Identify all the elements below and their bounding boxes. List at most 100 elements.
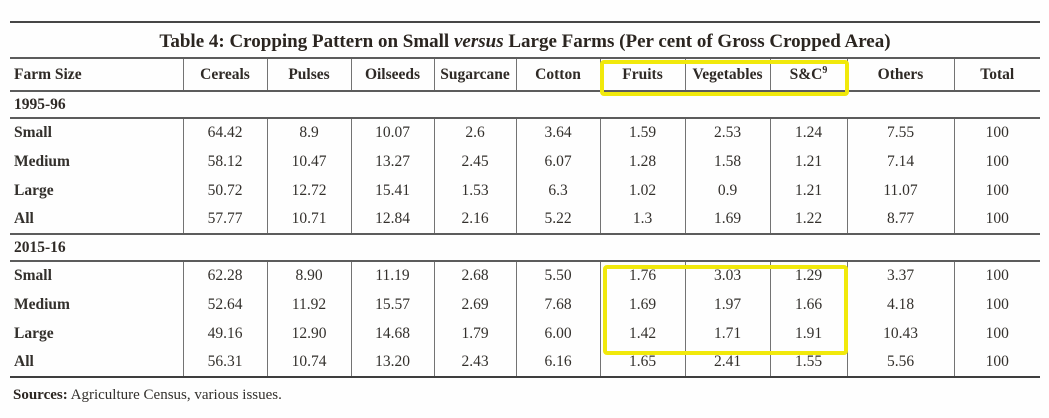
cell-cotton: 6.16 (515, 348, 600, 378)
cell-pulses: 11.92 (266, 290, 351, 319)
cell-others: 10.43 (846, 319, 954, 348)
cell-fruits: 1.65 (599, 348, 685, 378)
cell-cereals: 57.77 (182, 205, 267, 235)
cell-sc: 1.24 (769, 118, 847, 147)
cell-sc: 1.22 (769, 205, 847, 235)
cell-oilseeds: 13.20 (350, 348, 434, 378)
cell-cotton: 5.22 (515, 205, 600, 235)
row-1995-medium: Medium 58.12 10.47 13.27 2.45 6.07 1.28 … (10, 147, 1040, 176)
cell-oilseeds: 11.19 (350, 261, 434, 290)
cell-fruits: 1.42 (599, 319, 685, 348)
cell-sc: 1.91 (769, 319, 847, 348)
col-header-cereals: Cereals (182, 57, 267, 92)
cell-fruits: 1.69 (599, 290, 685, 319)
row-2015-all: All 56.31 10.74 13.20 2.43 6.16 1.65 2.4… (10, 348, 1040, 378)
cell-total: 100 (953, 118, 1040, 147)
cell-others: 7.55 (846, 118, 954, 147)
col-header-vegetables: Vegetables (684, 57, 770, 92)
row-1995-all: All 57.77 10.71 12.84 2.16 5.22 1.3 1.69… (10, 205, 1040, 235)
cell-sugarcane: 2.69 (433, 290, 516, 319)
cell-oilseeds: 15.57 (350, 290, 434, 319)
cell-others: 8.77 (846, 205, 954, 235)
cell-cereals: 50.72 (182, 176, 267, 205)
col-header-total: Total (953, 57, 1040, 92)
cell-cereals: 49.16 (182, 319, 267, 348)
cell-others: 4.18 (846, 290, 954, 319)
cell-vegetables: 3.03 (684, 261, 770, 290)
cell-sugarcane: 2.6 (433, 118, 516, 147)
cell-oilseeds: 14.68 (350, 319, 434, 348)
sc-footnote-marker: 9 (822, 64, 828, 76)
section-header-1995-96: 1995-96 (10, 91, 1040, 119)
cell-cotton: 6.00 (515, 319, 600, 348)
cell-fruits: 1.28 (599, 147, 685, 176)
cell-pulses: 8.9 (266, 118, 351, 147)
cell-oilseeds: 15.41 (350, 176, 434, 205)
cell-total: 100 (953, 348, 1040, 378)
cell-fruits: 1.76 (599, 261, 685, 290)
col-header-pulses: Pulses (266, 57, 351, 92)
col-header-cotton: Cotton (515, 57, 600, 92)
cell-sc: 1.21 (769, 176, 847, 205)
cell-pulses: 8.90 (266, 261, 351, 290)
cell-cotton: 5.50 (515, 261, 600, 290)
cell-sugarcane: 1.53 (433, 176, 516, 205)
cell-vegetables: 1.58 (684, 147, 770, 176)
cell-pulses: 12.72 (266, 176, 351, 205)
row-label: All (10, 348, 183, 378)
row-label: Large (14, 324, 54, 342)
cell-sc: 1.21 (769, 147, 847, 176)
row-2015-medium: Medium 52.64 11.92 15.57 2.69 7.68 1.69 … (10, 290, 1040, 319)
cell-sc: 1.66 (769, 290, 847, 319)
cell-pulses: 12.90 (266, 319, 351, 348)
cell-cereals: 58.12 (182, 147, 267, 176)
col-header-fruits: Fruits (599, 57, 685, 92)
row-1995-small: Small 64.42 8.9 10.07 2.6 3.64 1.59 2.53… (10, 118, 1040, 147)
cell-vegetables: 1.97 (684, 290, 770, 319)
cell-pulses: 10.74 (266, 348, 351, 378)
cell-total: 100 (953, 319, 1040, 348)
cell-total: 100 (953, 290, 1040, 319)
table-title: Table 4: Cropping Pattern on Small versu… (10, 21, 1040, 57)
cell-others: 5.56 (846, 348, 954, 378)
cell-sugarcane: 2.45 (433, 147, 516, 176)
cell-total: 100 (953, 147, 1040, 176)
cell-pulses: 10.47 (266, 147, 351, 176)
cell-oilseeds: 13.27 (350, 147, 434, 176)
sc-label: S&C (789, 66, 823, 84)
row-label: Small (14, 124, 52, 141)
cell-cereals: 64.42 (182, 118, 267, 147)
cropping-pattern-table: Farm Size Cereals Pulses Oilseeds Sugarc… (10, 57, 1040, 378)
col-header-others: Others (846, 57, 954, 92)
cell-vegetables: 1.69 (684, 205, 770, 235)
row-2015-large: Large 49.16 12.90 14.68 1.79 6.00 1.42 1… (10, 319, 1040, 348)
cell-cotton: 6.3 (515, 176, 600, 205)
cell-cereals: 56.31 (182, 348, 267, 378)
title-italic-versus: versus (453, 31, 504, 52)
cell-vegetables: 0.9 (684, 176, 770, 205)
cell-sugarcane: 2.43 (433, 348, 516, 378)
cell-sc: 1.29 (769, 261, 847, 290)
cell-cereals: 62.28 (182, 261, 267, 290)
row-label: Medium (14, 295, 70, 313)
row-label: Small (14, 267, 52, 284)
cell-vegetables: 2.53 (684, 118, 770, 147)
cell-cereals: 52.64 (182, 290, 267, 319)
cell-others: 11.07 (846, 176, 954, 205)
col-header-oilseeds: Oilseeds (350, 57, 434, 92)
cell-sugarcane: 2.68 (433, 261, 516, 290)
cell-cotton: 7.68 (515, 290, 600, 319)
cell-vegetables: 2.41 (684, 348, 770, 378)
column-header-row: Farm Size Cereals Pulses Oilseeds Sugarc… (10, 57, 1040, 92)
cell-sugarcane: 1.79 (433, 319, 516, 348)
col-header-farm-size: Farm Size (10, 57, 183, 92)
sources-note: Sources: Agriculture Census, various iss… (13, 387, 1040, 404)
cell-pulses: 10.71 (266, 205, 351, 235)
row-label: Large (14, 181, 54, 199)
row-label: Medium (14, 152, 70, 170)
title-suffix: Large Farms (Per cent of Gross Cropped A… (503, 31, 891, 52)
cell-fruits: 1.02 (599, 176, 685, 205)
sources-label: Sources: (13, 387, 68, 403)
title-prefix: Table 4: Cropping Pattern on Small (159, 31, 454, 52)
